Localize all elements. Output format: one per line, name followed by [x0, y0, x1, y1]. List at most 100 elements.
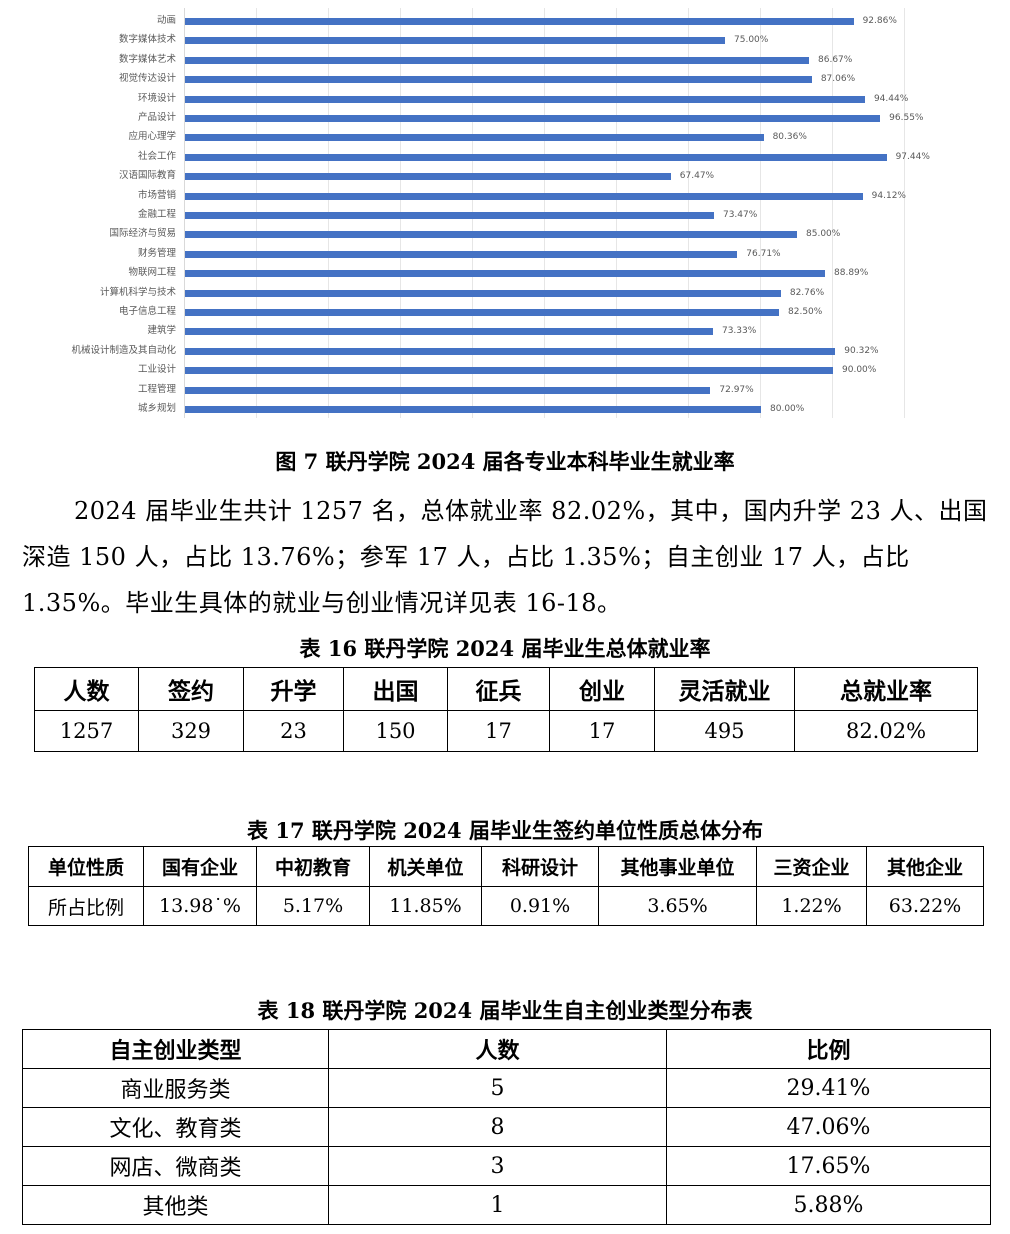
employer-type-table: 单位性质 国有企业 中初教育 机关单位 科研设计 其他事业单位 三资企业 其他企… [28, 846, 984, 926]
header-cell: 机关单位 [369, 846, 482, 887]
table-row: 所占比例 13.98˙% 5.17% 11.85% 0.91% 3.65% 1.… [28, 886, 984, 926]
category-label: 产品设计 [137, 112, 176, 123]
data-bar [185, 270, 825, 278]
header-cell: 比例 [666, 1029, 991, 1069]
value-label: 96.55% [889, 113, 924, 123]
chart-row: 数字媒体艺术 86.67% [0, 51, 1010, 70]
table-cell: 1257 [34, 710, 139, 752]
category-label: 机械设计制造及其自动化 [71, 344, 176, 356]
chart-row: 工程管理 72.97% [0, 381, 1010, 400]
data-bar [185, 18, 854, 25]
summary-text: 2024 届毕业生共计 1257 名，总体就业率 82.02%，其中，国内升学 … [22, 497, 988, 617]
table-cell: 5 [328, 1068, 667, 1108]
category-label: 环境设计 [137, 92, 176, 104]
header-cell: 其他事业单位 [598, 846, 757, 887]
value-label: 75.00% [734, 35, 769, 46]
table18-caption: 表 18 联丹学院 2024 届毕业生自主创业类型分布表 [257, 998, 753, 1023]
category-label: 数字媒体艺术 [118, 53, 176, 65]
gridline [904, 8, 905, 418]
major-employment-rate-bar-chart: 动画 92.86% 数字媒体技术 75.00% 数字媒体艺术 86.67% 视觉传达设计 87… [0, 0, 1010, 425]
table-cell: 1 [328, 1185, 667, 1225]
table-row: 其他类 1 5.88% [22, 1185, 991, 1225]
data-bar [185, 95, 865, 103]
chart-row: 工业设计 90.00% [0, 361, 1010, 380]
table17-caption: 表 17 联丹学院 2024 届毕业生签约单位性质总体分布 [247, 818, 763, 843]
category-label: 社会工作 [137, 150, 176, 162]
table16-caption: 表 16 联丹学院 2024 届毕业生总体就业率 [299, 636, 711, 661]
header-cell: 中初教育 [256, 846, 370, 887]
chart-row: 产品设计 96.55% [0, 109, 1010, 128]
value-label: 82.76% [789, 287, 825, 298]
data-bar [185, 406, 761, 413]
header-cell: 创业 [549, 667, 655, 711]
overall-employment-table: 人数 签约 升学 出国 征兵 创业 灵活就业 总就业率 1257 329 23 … [34, 667, 978, 752]
chart-row: 机械设计制造及其自动化 90.32% [0, 342, 1010, 361]
value-label: 72.97% [719, 384, 754, 395]
value-label: 88.89% [834, 268, 869, 279]
chart-row: 金融工程 73.47% [0, 206, 1010, 225]
value-label: 85.00% [806, 229, 841, 240]
data-bar [185, 289, 781, 297]
data-bar [185, 367, 833, 375]
table-cell: 8 [328, 1107, 667, 1147]
value-label: 92.86% [862, 16, 897, 26]
value-label: 76.71% [746, 248, 781, 259]
table-cell: 47.06% [666, 1107, 991, 1147]
category-axis-line [184, 8, 185, 418]
table-cell: 11.85% [369, 886, 482, 926]
table-header-row: 自主创业类型 人数 比例 [22, 1029, 991, 1069]
table-cell: 17.65% [666, 1146, 991, 1186]
table-row: 1257 329 23 150 17 17 495 82.02% [34, 710, 978, 752]
data-bar [185, 173, 671, 181]
chart-row: 应用心理学 80.36% [0, 128, 1010, 147]
data-bar [185, 56, 810, 64]
table-cell: 329 [138, 710, 244, 752]
chart-row: 环境设计 94.44% [0, 90, 1010, 109]
figure-caption: 图 7 联丹学院 2024 届各专业本科毕业生就业率 [275, 449, 735, 474]
table-cell: 0.91% [481, 886, 599, 926]
value-label: 94.44% [873, 93, 909, 104]
data-bar [185, 76, 812, 84]
header-cell: 征兵 [447, 667, 550, 711]
table-row: 商业服务类 5 29.41% [22, 1068, 991, 1108]
table-cell: 495 [654, 710, 795, 752]
chart-row: 建筑学 73.33% [0, 322, 1010, 341]
header-cell: 签约 [138, 667, 244, 711]
header-cell: 国有企业 [143, 846, 257, 887]
header-cell: 单位性质 [28, 846, 144, 887]
value-label: 80.36% [772, 132, 807, 143]
value-label: 86.67% [818, 54, 853, 65]
table-cell: 23 [243, 710, 344, 752]
header-cell: 总就业率 [794, 667, 978, 711]
value-label: 73.47% [722, 210, 758, 220]
chart-row: 社会工作 97.44% [0, 148, 1010, 167]
chart-row: 市场营销 94.12% [0, 187, 1010, 206]
table-cell: 文化、教育类 [22, 1107, 329, 1147]
table-header-row: 人数 签约 升学 出国 征兵 创业 灵活就业 总就业率 [34, 667, 978, 711]
data-bar [185, 115, 881, 122]
table-cell: 5.88% [666, 1185, 991, 1225]
data-bar [185, 386, 711, 394]
table-cell: 29.41% [666, 1068, 991, 1108]
table-header-row: 单位性质 国有企业 中初教育 机关单位 科研设计 其他事业单位 三资企业 其他企… [28, 846, 984, 887]
chart-row: 物联网工程 88.89% [0, 264, 1010, 283]
value-label: 90.32% [844, 345, 879, 356]
table-cell: 所占比例 [28, 886, 144, 926]
category-label: 建筑学 [147, 325, 176, 337]
table-row: 文化、教育类 8 47.06% [22, 1107, 991, 1147]
table-cell: 3 [328, 1146, 667, 1186]
header-cell: 出国 [343, 667, 448, 711]
category-label: 视觉传达设计 [118, 73, 176, 85]
chart-row: 数字媒体技术 75.00% [0, 31, 1010, 50]
chart-row: 动画 92.86% [0, 12, 1010, 31]
header-cell: 人数 [34, 667, 139, 711]
table-cell: 3.65% [598, 886, 757, 926]
category-label: 物联网工程 [128, 267, 176, 279]
value-label: 73.33% [721, 326, 757, 337]
category-label: 金融工程 [137, 209, 176, 220]
chart-row: 国际经济与贸易 85.00% [0, 225, 1010, 244]
table-cell: 网店、微商类 [22, 1146, 329, 1186]
category-label: 工业设计 [137, 364, 176, 376]
category-label: 工程管理 [137, 383, 176, 395]
data-bar [185, 309, 779, 316]
